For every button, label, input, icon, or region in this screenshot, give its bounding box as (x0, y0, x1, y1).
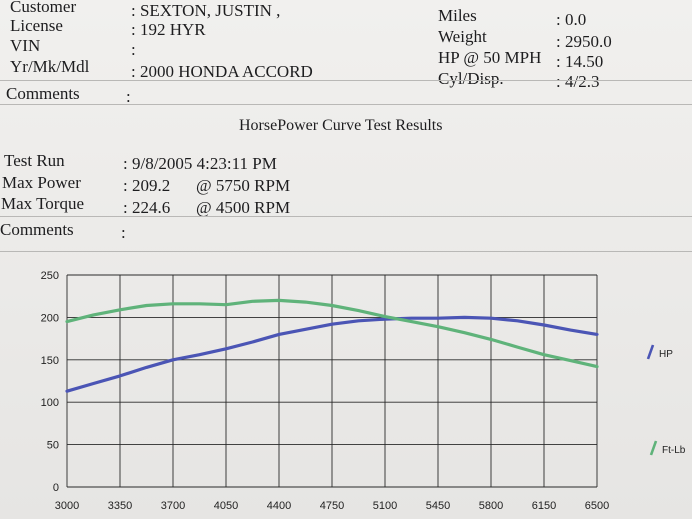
series-line-ft-lb (65, 298, 599, 369)
max-power-rpm: @ 5750 RPM (196, 176, 291, 195)
comments-value: : (126, 87, 131, 106)
series-line-hp (65, 315, 599, 393)
divider (0, 80, 692, 81)
license-label: License (10, 16, 63, 35)
x-tick-label: 5450 (426, 500, 450, 512)
x-tick-label: 5100 (373, 500, 397, 512)
miles-label: Miles (438, 6, 477, 25)
max-torque-rpm: @ 4500 RPM (196, 198, 291, 217)
x-tick-label: 4050 (214, 500, 238, 512)
y-tick-label: 200 (41, 312, 59, 324)
ymm-value: : 2000 HONDA ACCORD (131, 62, 313, 81)
customer-label: Customer (10, 0, 77, 16)
x-tick-label: 3700 (161, 500, 185, 512)
x-tick-label: 3000 (55, 500, 79, 512)
y-tick-label: 0 (53, 482, 59, 494)
weight-value: : 2950.0 (556, 32, 612, 51)
max-torque-value: : 224.6 (123, 198, 171, 217)
x-tick-label: 6150 (532, 500, 556, 512)
hp50-label: HP @ 50 MPH (438, 48, 542, 67)
results-comments-value: : (121, 223, 126, 242)
weight-label: Weight (438, 27, 487, 46)
customer-value: : SEXTON, JUSTIN , (131, 1, 281, 20)
divider (0, 251, 692, 252)
max-torque-label: Max Torque (1, 194, 85, 213)
legend-label: HP (659, 349, 673, 360)
x-tick-label: 4400 (267, 500, 291, 512)
hp50-value: : 14.50 (556, 52, 604, 71)
x-tick-label: 6500 (585, 500, 609, 512)
max-power-value: : 209.2 (123, 176, 171, 195)
legend-label: Ft-Lb (662, 445, 686, 456)
vin-value: : (131, 40, 136, 59)
y-tick-label: 150 (41, 355, 59, 367)
divider (0, 216, 692, 217)
test-run-label: Test Run (4, 151, 65, 170)
cyl-label: Cyl/Disp. (438, 69, 504, 88)
legend-swatch (646, 344, 655, 360)
y-tick-label: 250 (41, 270, 59, 282)
y-tick-label: 50 (47, 440, 59, 452)
horsepower-torque-chart: 0 50 100 150 200 250 3000 3350 3700 4050 4400 4750… (41, 270, 686, 512)
license-value: : 192 HYR (131, 20, 206, 39)
x-tick-label: 5800 (479, 500, 503, 512)
y-tick-label: 100 (41, 397, 59, 409)
vin-label: VIN (10, 36, 41, 55)
report-title: HorsePower Curve Test Results (239, 117, 443, 134)
x-tick-label: 3350 (108, 500, 132, 512)
miles-value: : 0.0 (556, 10, 587, 29)
max-power-label: Max Power (2, 173, 81, 192)
test-run-value: : 9/8/2005 4:23:11 PM (123, 154, 277, 173)
divider (0, 104, 692, 105)
x-tick-label: 4750 (320, 500, 344, 512)
comments-label: Comments (6, 84, 80, 103)
ymm-label: Yr/Mk/Mdl (10, 57, 90, 76)
legend-swatch (649, 440, 658, 456)
cyl-value: : 4/2.3 (556, 72, 600, 91)
results-comments-label: Comments (0, 220, 74, 239)
